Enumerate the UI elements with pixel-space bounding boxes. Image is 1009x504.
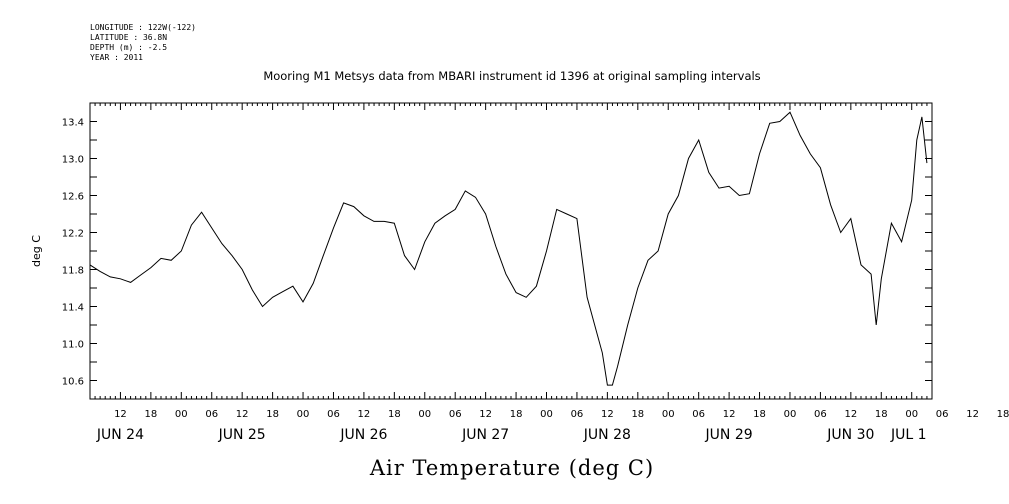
x-hour-label: 00 (540, 409, 553, 420)
y-tick-labels: 10.6 11.0 11.4 11.8 12.2 12.6 13.0 13.4 (62, 118, 84, 388)
x-day-label: JUN 29 (705, 427, 753, 443)
x-hour-label: 12 (723, 409, 736, 420)
x-day-label: JUL 1 (890, 427, 927, 443)
x-hour-label: 00 (175, 409, 188, 420)
meta-latitude: LATITUDE : 36.8N (90, 33, 167, 42)
series-line-air-temperature (89, 111, 928, 386)
y-tick-label: 11.4 (62, 303, 84, 314)
x-hour-label: 12 (844, 409, 857, 420)
x-hour-label: 00 (662, 409, 675, 420)
x-hour-label: 12 (601, 409, 614, 420)
x-day-labels: JUN 24 JUN 25 JUN 26 JUN 27 JUN 28 JUN 29 JUN … (96, 427, 927, 443)
x-hour-label: 18 (510, 409, 523, 420)
x-hour-label: 18 (631, 409, 644, 420)
x-hour-label: 18 (266, 409, 279, 420)
x-hour-label: 18 (753, 409, 766, 420)
meta-longitude: LONGITUDE : 122W(-122) (90, 23, 196, 32)
x-hour-label: 00 (418, 409, 431, 420)
x-day-label: JUN 25 (218, 427, 266, 443)
x-day-label: JUN 30 (826, 427, 874, 443)
x-hour-label: 18 (997, 409, 1009, 420)
x-day-label: JUN 28 (583, 427, 631, 443)
x-hour-label: 18 (145, 409, 158, 420)
plot-frame (89, 102, 933, 400)
x-hour-label: 06 (205, 409, 218, 420)
y-tick-label: 12.6 (62, 192, 84, 203)
y-tick-label: 13.0 (62, 155, 84, 166)
y-axis-label: deg C (30, 235, 43, 267)
y-tick-label: 11.0 (62, 340, 84, 351)
x-day-label: JUN 26 (339, 427, 387, 443)
x-hour-label: 00 (905, 409, 918, 420)
metadata-block: LONGITUDE : 122W(-122) LATITUDE : 36.8N … (90, 23, 196, 62)
x-day-label: JUN 24 (96, 427, 144, 443)
x-hour-label: 12 (114, 409, 127, 420)
y-tick-label: 12.2 (62, 229, 84, 240)
tick-marks (89, 102, 933, 400)
meta-depth: DEPTH (m) : -2.5 (90, 43, 167, 52)
x-hour-label: 06 (449, 409, 462, 420)
y-tick-label: 10.6 (62, 377, 84, 388)
x-hour-label: 12 (236, 409, 249, 420)
x-hour-label: 12 (358, 409, 371, 420)
x-hour-label: 06 (692, 409, 705, 420)
x-hour-label: 18 (875, 409, 888, 420)
x-hour-label: 12 (479, 409, 492, 420)
chart-title: Mooring M1 Metsys data from MBARI instru… (263, 69, 760, 83)
x-hour-label: 12 (966, 409, 979, 420)
x-day-label: JUN 27 (461, 427, 509, 443)
x-hour-label: 06 (571, 409, 584, 420)
x-hour-label: 06 (936, 409, 949, 420)
x-hour-label: 00 (784, 409, 797, 420)
x-hour-labels: 12 18 00 06 12 18 00 06 12 18 00 06 12 18 00 06 12 18 00 06… (114, 409, 1009, 420)
x-hour-label: 18 (388, 409, 401, 420)
y-tick-label: 11.8 (62, 266, 84, 277)
x-hour-label: 00 (297, 409, 310, 420)
x-hour-label: 06 (814, 409, 827, 420)
y-tick-label: 13.4 (62, 118, 84, 129)
x-hour-label: 06 (327, 409, 340, 420)
meta-year: YEAR : 2011 (90, 53, 143, 62)
x-axis-label: Air Temperature (deg C) (369, 456, 654, 480)
